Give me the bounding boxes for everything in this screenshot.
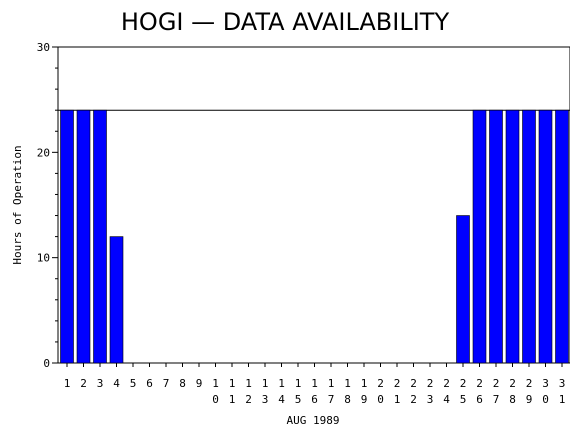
y-axis: 0 10 20 30 [37, 41, 58, 370]
bars-group [60, 109, 569, 364]
chart-title: HOGI — DATA AVAILABILITY [121, 8, 450, 36]
x-tick-label-3: 3 [97, 377, 104, 390]
x-tick-label-5: 5 [130, 377, 137, 390]
bar-2 [76, 109, 91, 364]
y-tick-label: 20 [37, 146, 50, 159]
x-tick-label-8: 8 [179, 377, 186, 390]
bar-4 [109, 236, 124, 364]
bar-3 [93, 109, 107, 364]
bar-25 [456, 215, 470, 364]
bar-30 [538, 109, 553, 364]
bar-26 [472, 109, 487, 364]
x-tick-label-1: 1 [64, 377, 71, 390]
bar-29 [522, 109, 536, 364]
y-axis-label: Hours of Operation [11, 145, 24, 264]
bar-31 [555, 109, 569, 364]
x-tick-label-6: 6 [146, 377, 153, 390]
x-tick-label-4: 4 [113, 377, 120, 390]
bar-28 [505, 109, 520, 364]
x-tick-label-7: 7 [163, 377, 170, 390]
bar-27 [489, 109, 503, 364]
x-tick-label-9: 9 [196, 377, 203, 390]
x-axis-label: AUG 1989 [287, 414, 340, 427]
bar-1 [60, 109, 74, 364]
y-tick-label: 0 [43, 357, 50, 370]
x-tick-labels: 1 2 3 4 5 6 7 8 9 1 01 11 21 31 41 51 61 71 81 92 02 12 22 32 42… [64, 363, 566, 406]
y-tick-label: 10 [37, 252, 50, 265]
y-tick-label: 30 [37, 41, 50, 54]
x-tick-label-2: 2 [80, 377, 87, 390]
